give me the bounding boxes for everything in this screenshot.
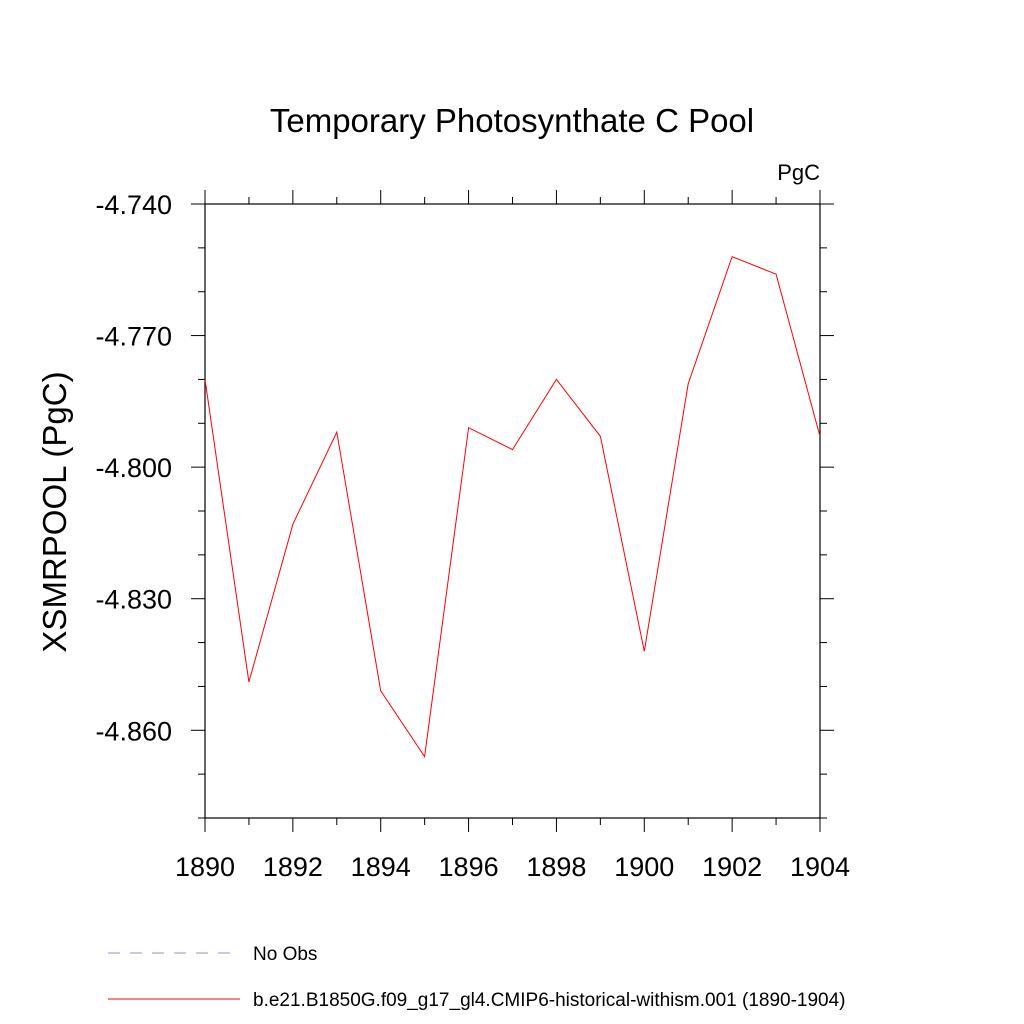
x-tick-label: 1890: [175, 852, 235, 882]
y-tick-label: -4.830: [95, 585, 172, 615]
y-axis-label: XSMRPOOL (PgC): [36, 371, 73, 652]
plot-frame: [204, 203, 821, 819]
legend-label: b.e21.B1850G.f09_g17_gl4.CMIP6-historica…: [253, 990, 846, 1011]
legend-label: No Obs: [253, 944, 317, 965]
y-tick-label: -4.770: [95, 322, 172, 352]
units-label: PgC: [777, 160, 820, 185]
y-tick-label: -4.800: [95, 453, 172, 483]
x-tick-label: 1900: [614, 852, 674, 882]
x-axis-ticks: 1890 1892 1894 1896 1898 1900 1902 1904: [175, 190, 850, 882]
legend: No Obs b.e21.B1850G.f09_g17_gl4.CMIP6-his…: [108, 944, 846, 1011]
x-tick-label: 1892: [263, 852, 323, 882]
y-tick-label: -4.860: [95, 716, 172, 746]
y-tick-label: -4.740: [95, 190, 172, 220]
chart-title: Temporary Photosynthate C Pool: [270, 102, 754, 139]
x-tick-label: 1902: [702, 852, 762, 882]
x-tick-label: 1898: [526, 852, 586, 882]
y-axis-ticks: -4.740 -4.770 -4.800 -4.830 -4.860: [95, 190, 834, 819]
series-layer: [204, 255, 821, 758]
x-tick-label: 1894: [351, 852, 411, 882]
series-line: [204, 255, 821, 758]
x-tick-label: 1896: [439, 852, 499, 882]
x-tick-label: 1904: [790, 852, 850, 882]
